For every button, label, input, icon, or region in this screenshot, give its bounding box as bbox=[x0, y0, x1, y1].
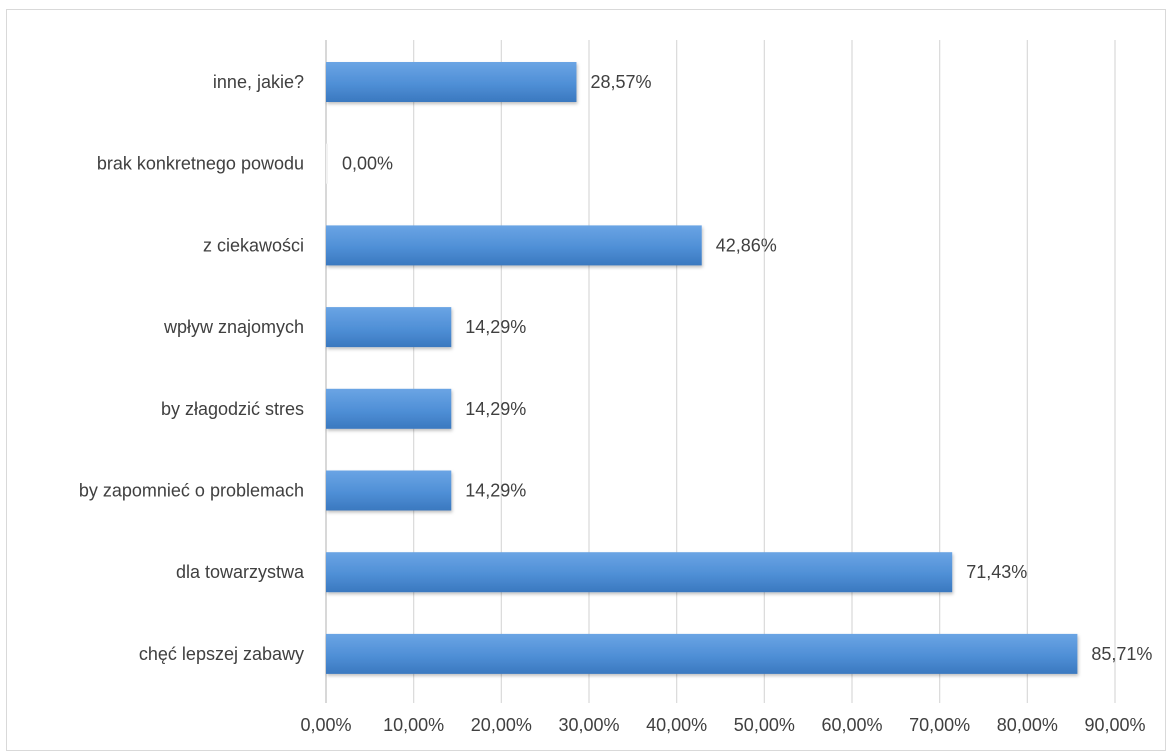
x-tick-label: 0,00% bbox=[300, 715, 351, 735]
data-label: 14,29% bbox=[465, 399, 526, 419]
category-label: inne, jakie? bbox=[213, 72, 304, 92]
bar bbox=[326, 633, 1078, 674]
data-label: 14,29% bbox=[465, 481, 526, 501]
x-tick-label: 70,00% bbox=[909, 715, 970, 735]
bar bbox=[326, 62, 577, 102]
bar bbox=[326, 388, 452, 429]
x-tick-label: 80,00% bbox=[997, 715, 1058, 735]
data-label: 0,00% bbox=[342, 154, 393, 174]
x-tick-label: 90,00% bbox=[1084, 715, 1145, 735]
data-label: 42,86% bbox=[716, 235, 777, 255]
x-tick-label: 60,00% bbox=[821, 715, 882, 735]
category-label: by zapomnieć o problemach bbox=[79, 481, 304, 501]
x-tick-label: 30,00% bbox=[558, 715, 619, 735]
category-label: dla towarzystwa bbox=[176, 562, 305, 582]
bar bbox=[326, 552, 953, 593]
data-label: 85,71% bbox=[1091, 644, 1152, 664]
chart-frame bbox=[6, 9, 1166, 751]
x-tick-label: 40,00% bbox=[646, 715, 707, 735]
data-label: 71,43% bbox=[966, 562, 1027, 582]
x-tick-label: 20,00% bbox=[471, 715, 532, 735]
data-label: 28,57% bbox=[590, 72, 651, 92]
labels: 0,00% 10,00% 20,00% 30,00% 40,00% 50,00% 60,00… bbox=[79, 72, 1153, 735]
gridlines bbox=[325, 40, 1116, 703]
category-label: by złagodzić stres bbox=[161, 399, 304, 419]
bar bbox=[326, 225, 702, 266]
x-tick-label: 10,00% bbox=[383, 715, 444, 735]
x-tick-label: 50,00% bbox=[734, 715, 795, 735]
category-label: chęć lepszej zabawy bbox=[139, 644, 304, 664]
category-label: brak konkretnego powodu bbox=[97, 154, 304, 174]
bars bbox=[326, 62, 1078, 674]
bar bbox=[326, 470, 452, 511]
data-label: 14,29% bbox=[465, 317, 526, 337]
category-label: z ciekawości bbox=[203, 235, 304, 255]
bar bbox=[326, 307, 452, 348]
category-label: wpływ znajomych bbox=[163, 317, 304, 337]
bar bbox=[326, 143, 328, 184]
